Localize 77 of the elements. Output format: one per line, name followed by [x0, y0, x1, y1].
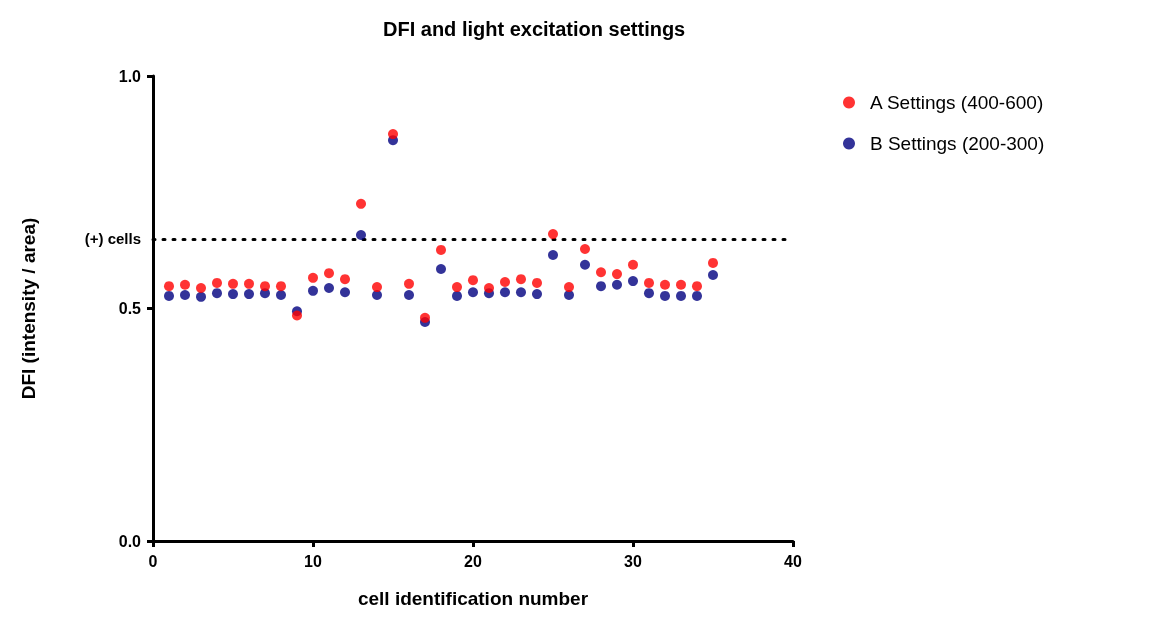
point: [644, 277, 654, 288]
legend-label: B Settings (200-300): [870, 133, 1045, 154]
point: [548, 250, 558, 261]
point: [308, 272, 318, 283]
point: [404, 278, 414, 289]
point: [644, 288, 654, 299]
point: [452, 290, 462, 301]
point: [196, 283, 206, 294]
point: [500, 287, 510, 298]
point: [356, 198, 366, 209]
point: [164, 281, 174, 292]
point: [276, 281, 286, 292]
point: [468, 287, 478, 298]
point: [228, 289, 238, 300]
y-axis-title: DFI (intensity / area): [18, 217, 39, 400]
point: [676, 279, 686, 290]
point: [452, 282, 462, 293]
y-tick-label: 0.5: [118, 300, 142, 317]
point: [708, 270, 718, 281]
point: [244, 278, 254, 289]
y-tick-label: 0.0: [118, 532, 142, 550]
ref-line-label: (+) cells: [84, 230, 141, 248]
point: [324, 268, 334, 279]
x-tick-label: 0: [148, 552, 158, 570]
point: [708, 257, 718, 268]
point: [692, 290, 702, 301]
x-tick-label: 10: [304, 552, 322, 570]
y-tick-label: 1.0: [118, 67, 142, 85]
point: [164, 290, 174, 301]
point: [468, 275, 478, 286]
point: [660, 290, 670, 301]
x-tick-label: 40: [784, 552, 802, 570]
point: [212, 277, 222, 288]
point: [388, 129, 398, 140]
point: [340, 287, 350, 298]
point: [692, 281, 702, 292]
point: [612, 269, 622, 280]
point: [196, 291, 206, 302]
point: [420, 312, 430, 323]
point: [660, 279, 670, 290]
point: [580, 259, 590, 270]
point: [292, 310, 302, 321]
point: [372, 282, 382, 293]
point: [180, 279, 190, 290]
point: [244, 289, 254, 300]
point: [548, 229, 558, 240]
point: [324, 283, 334, 294]
point: [308, 285, 318, 296]
chart-title: DFI and light excitation settings: [383, 18, 686, 40]
point: [532, 277, 542, 288]
point: [436, 263, 446, 274]
point: [484, 283, 494, 294]
x-axis-title: cell identification number: [357, 588, 589, 609]
point: [532, 289, 542, 300]
point: [260, 281, 270, 292]
point: [676, 290, 686, 301]
point: [500, 277, 510, 287]
x-tick-label: 30: [624, 552, 642, 570]
point: [628, 259, 638, 270]
point: [564, 282, 574, 293]
point: [212, 288, 222, 299]
point: [516, 274, 526, 285]
x-tick-label: 20: [464, 552, 482, 570]
point: [228, 278, 238, 289]
point: [628, 276, 638, 287]
point: [596, 267, 606, 278]
point: [356, 230, 366, 241]
point: [612, 279, 622, 290]
point: [276, 290, 286, 301]
point: [180, 290, 190, 301]
point: [580, 243, 590, 254]
legend-label: A Settings (400-600): [870, 92, 1044, 113]
point: [436, 244, 446, 255]
point: [404, 290, 414, 301]
point: [516, 287, 526, 298]
point: [340, 274, 350, 285]
point: [596, 281, 606, 292]
